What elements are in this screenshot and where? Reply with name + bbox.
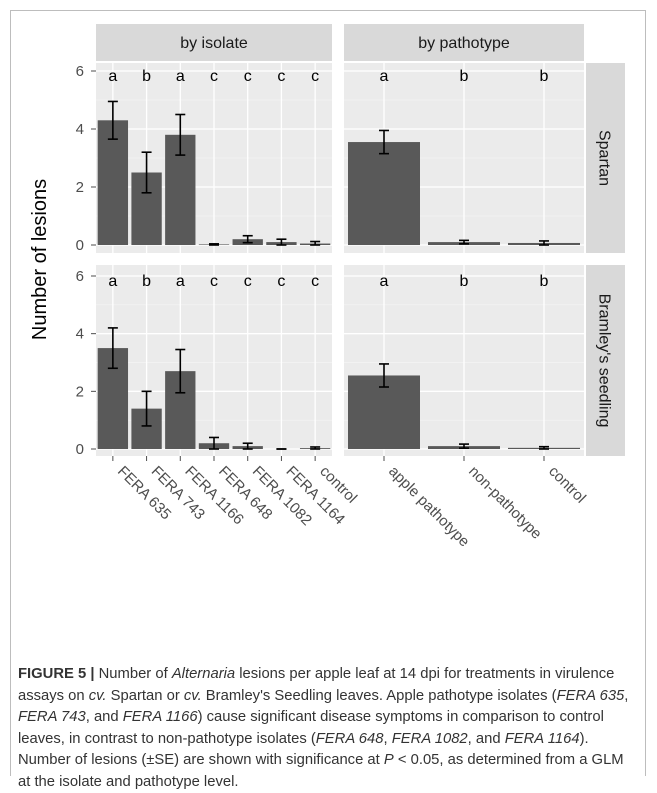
significance-letter: a (176, 273, 185, 290)
faceted-bar-chart: by isolate by pathotype Spartan Bramley's s… (29, 24, 625, 551)
facet-strip-column (344, 24, 584, 61)
figure-frame (10, 10, 646, 776)
caption-text: , and (85, 709, 123, 725)
caption-figure-label: FIGURE 5 | (18, 666, 95, 682)
caption-italic: FERA 1164 (504, 730, 580, 747)
caption-text: Bramley's Seedling leaves. Apple pathoty… (201, 687, 557, 704)
caption-text: , (624, 687, 629, 704)
caption-italic: Alternaria (171, 666, 236, 682)
y-tick-label: 0 (76, 441, 84, 458)
facet-strip-row (586, 63, 625, 253)
caption-text: Spartan or (106, 687, 184, 704)
y-tick-label: 6 (76, 268, 84, 285)
y-tick-label: 2 (76, 179, 84, 196)
significance-letter: a (108, 68, 117, 85)
significance-letter: c (311, 68, 319, 85)
y-tick-label: 4 (76, 121, 84, 138)
y-tick-label: 4 (76, 326, 84, 343)
caption-italic: FERA 1166 (122, 709, 198, 725)
x-tick-label: apple pathotype (385, 463, 473, 551)
caption-italic: cv. (88, 687, 107, 704)
significance-letter: c (244, 68, 252, 85)
caption-text: < 0.05, as determined from a GLM at the … (18, 752, 624, 790)
x-tick-label: non-pathotype (465, 463, 545, 543)
y-axis-title: Number of lesions (29, 179, 51, 340)
significance-letter: b (460, 68, 469, 85)
caption-text: , (383, 730, 392, 747)
significance-letter: b (460, 273, 469, 290)
significance-letter: c (244, 273, 252, 290)
caption-text: ) cause significant disease symptoms in … (18, 709, 604, 747)
bar (97, 120, 129, 245)
facet-strip-column (96, 24, 332, 61)
significance-letter: c (311, 273, 319, 290)
significance-letter: a (380, 68, 389, 85)
y-tick-label: 6 (76, 63, 84, 80)
caption-italic: FERA 743 (18, 709, 86, 725)
facet-strip-label: by pathotype (418, 35, 510, 52)
caption-italic: cv. (183, 687, 202, 704)
significance-letter: c (277, 273, 285, 290)
caption-italic: FERA 648 (315, 730, 384, 747)
caption-italic: FERA 635 (556, 687, 625, 704)
y-tick-label: 0 (76, 237, 84, 254)
facet-strip-label: Spartan (596, 130, 613, 186)
x-tick-label: control (545, 463, 589, 507)
caption-text: , and (467, 730, 505, 747)
y-tick-label: 2 (76, 383, 84, 400)
significance-letter: a (380, 273, 389, 290)
caption-text: ). Number of lesions (±SE) are shown wit… (18, 730, 589, 769)
figure-caption: FIGURE 5 | Number of Alternaria lesions … (18, 664, 640, 793)
facet-strip-row (586, 265, 625, 456)
caption-text: lesions per apple leaf at 14 dpi for tre… (18, 666, 615, 704)
significance-letter: c (210, 273, 218, 290)
significance-letter: a (108, 273, 117, 290)
significance-letter: a (176, 68, 185, 85)
bar (348, 142, 420, 245)
caption-italic: P (383, 752, 394, 768)
caption-text: Number of (94, 666, 172, 682)
significance-letter: b (540, 68, 549, 85)
significance-letter: c (277, 68, 285, 85)
facet-strip-label: Bramley's seedling (596, 294, 613, 428)
caption-italic: FERA 1082 (391, 730, 468, 747)
significance-letter: b (540, 273, 549, 290)
facet-strip-label: by isolate (180, 35, 248, 52)
significance-letter: c (210, 68, 218, 85)
significance-letter: b (142, 273, 151, 290)
significance-letter: b (142, 68, 151, 85)
